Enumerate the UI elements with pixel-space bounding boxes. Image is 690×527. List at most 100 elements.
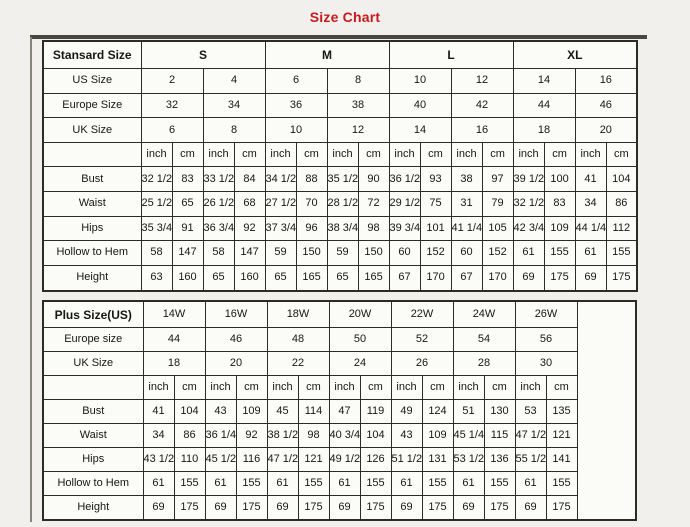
measure-value-cell: 92 xyxy=(233,215,266,242)
unit-header-cell: cm xyxy=(421,375,454,401)
measure-value-cell: 61 xyxy=(390,470,423,496)
measure-value-cell: 51 xyxy=(452,399,485,424)
size-group-header-cell: 22W xyxy=(390,300,454,329)
size-conversion-row: Europe size 44 46 48 50 52 54 56 xyxy=(42,327,636,353)
measure-value-cell: 124 xyxy=(421,399,454,424)
measurement-row: Height 69 175 69 175 69 175 69 175 69 175 69 175 69 17… xyxy=(42,494,636,521)
row-label-cell: US Size xyxy=(42,68,142,94)
measure-value-cell: 114 xyxy=(297,399,330,424)
measure-value-cell: 150 xyxy=(295,240,328,266)
measure-value-cell: 141 xyxy=(545,446,578,472)
measure-value-cell: 175 xyxy=(545,494,578,521)
measure-value-cell: 34 1/2 xyxy=(264,166,297,193)
measure-value-cell: 43 1/2 xyxy=(142,446,175,472)
measure-value-cell: 36 1/4 xyxy=(204,422,237,448)
measure-value-cell: 60 xyxy=(450,240,483,266)
measure-value-cell: 35 3/4 xyxy=(140,215,173,242)
measure-value-cell: 155 xyxy=(173,470,206,496)
measure-value-cell: 116 xyxy=(235,446,268,472)
measure-value-cell: 91 xyxy=(171,215,204,242)
size-value-cell: 40 xyxy=(388,92,452,119)
measure-value-cell: 104 xyxy=(605,166,638,193)
measure-value-cell: 45 1/4 xyxy=(452,422,485,448)
size-group-header-cell: XL xyxy=(512,40,638,70)
measure-value-cell: 61 xyxy=(142,470,175,496)
measure-value-cell: 65 xyxy=(326,264,359,292)
unit-header-cell: cm xyxy=(543,141,576,168)
unit-header-cell: inch xyxy=(264,141,297,168)
unit-header-cell: inch xyxy=(202,141,235,168)
unit-header-cell: cm xyxy=(419,141,452,168)
measure-value-cell: 155 xyxy=(545,470,578,496)
top-border-line xyxy=(30,35,647,39)
measure-value-cell: 136 xyxy=(483,446,516,472)
measure-value-cell: 121 xyxy=(297,446,330,472)
measure-value-cell: 155 xyxy=(543,240,576,266)
measure-value-cell: 47 xyxy=(328,399,361,424)
measure-value-cell: 69 xyxy=(390,494,423,521)
measurement-row: Bust 41 104 43 109 45 114 47 119 49 124 51 130 53 135 xyxy=(42,399,636,424)
measure-value-cell: 101 xyxy=(419,215,452,242)
measurement-row: Waist 34 86 36 1/4 92 38 1/2 98 40 3/4 104 43 109 4… xyxy=(42,422,636,448)
measure-value-cell: 29 1/2 xyxy=(388,191,421,217)
size-value-cell: 20 xyxy=(204,351,268,377)
measure-value-cell: 36 3/4 xyxy=(202,215,235,242)
measure-value-cell: 105 xyxy=(481,215,514,242)
unit-header-cell: inch xyxy=(390,375,423,401)
size-value-cell: 8 xyxy=(326,68,390,94)
size-group-header-row: Plus Size(US) 14W 16W 18W 20W 22W 24W 26W xyxy=(42,300,637,521)
measure-value-cell: 34 xyxy=(574,191,607,217)
left-border-line xyxy=(30,37,32,522)
measure-value-cell: 59 xyxy=(326,240,359,266)
measure-value-cell: 63 xyxy=(140,264,173,292)
size-value-cell: 12 xyxy=(326,117,390,143)
standard-size-table: Stansard Size S M L XL US Size 2 4 6 8 10 12 14 16 Eur… xyxy=(42,40,639,292)
measure-value-cell: 34 xyxy=(142,422,175,448)
measure-value-cell: 160 xyxy=(233,264,266,292)
size-value-cell: 50 xyxy=(328,327,392,353)
size-value-cell: 28 xyxy=(452,351,516,377)
measure-value-cell: 75 xyxy=(419,191,452,217)
measure-value-cell: 126 xyxy=(359,446,392,472)
measure-value-cell: 60 xyxy=(388,240,421,266)
size-value-cell: 14 xyxy=(512,68,576,94)
unit-header-cell: inch xyxy=(514,375,547,401)
measurement-row: Hips 43 1/2 110 45 1/2 116 47 1/2 121 49 1/2 126… xyxy=(42,446,636,472)
size-conversion-row: UK Size 6 8 10 12 14 16 18 20 xyxy=(42,117,638,143)
unit-header-cell: inch xyxy=(512,141,545,168)
measure-value-cell: 26 1/2 xyxy=(202,191,235,217)
measure-value-cell: 155 xyxy=(297,470,330,496)
measure-value-cell: 38 3/4 xyxy=(326,215,359,242)
unit-header-cell: inch xyxy=(452,375,485,401)
measure-value-cell: 147 xyxy=(171,240,204,266)
measure-value-cell: 72 xyxy=(357,191,390,217)
measure-value-cell: 69 xyxy=(266,494,299,521)
measure-value-cell: 47 1/2 xyxy=(266,446,299,472)
measure-value-cell: 58 xyxy=(202,240,235,266)
unit-header-cell: inch xyxy=(142,375,175,401)
measure-value-cell: 83 xyxy=(543,191,576,217)
size-group-header-cell: L xyxy=(388,40,514,70)
unit-header-cell: cm xyxy=(545,375,578,401)
measure-value-cell: 175 xyxy=(605,264,638,292)
measure-value-cell: 39 1/2 xyxy=(512,166,545,193)
measure-value-cell: 112 xyxy=(605,215,638,242)
measure-value-cell: 69 xyxy=(452,494,485,521)
measure-value-cell: 61 xyxy=(328,470,361,496)
size-group-header-cell: 20W xyxy=(328,300,392,329)
unit-header-cell: inch xyxy=(388,141,421,168)
row-label-cell: Europe size xyxy=(42,327,144,353)
measure-value-cell: 115 xyxy=(483,422,516,448)
measure-value-cell: 32 1/2 xyxy=(512,191,545,217)
size-value-cell: 44 xyxy=(512,92,576,119)
row-label-cell: Europe Size xyxy=(42,92,142,119)
measure-value-cell: 155 xyxy=(605,240,638,266)
size-value-cell: 14 xyxy=(388,117,452,143)
unit-header-cell: cm xyxy=(295,141,328,168)
measure-value-cell: 68 xyxy=(233,191,266,217)
row-label-cell: Waist xyxy=(42,422,144,448)
row-label-cell: Height xyxy=(42,494,144,521)
measure-value-cell: 96 xyxy=(295,215,328,242)
row-label-cell: Hips xyxy=(42,446,144,472)
unit-header-cell: cm xyxy=(297,375,330,401)
